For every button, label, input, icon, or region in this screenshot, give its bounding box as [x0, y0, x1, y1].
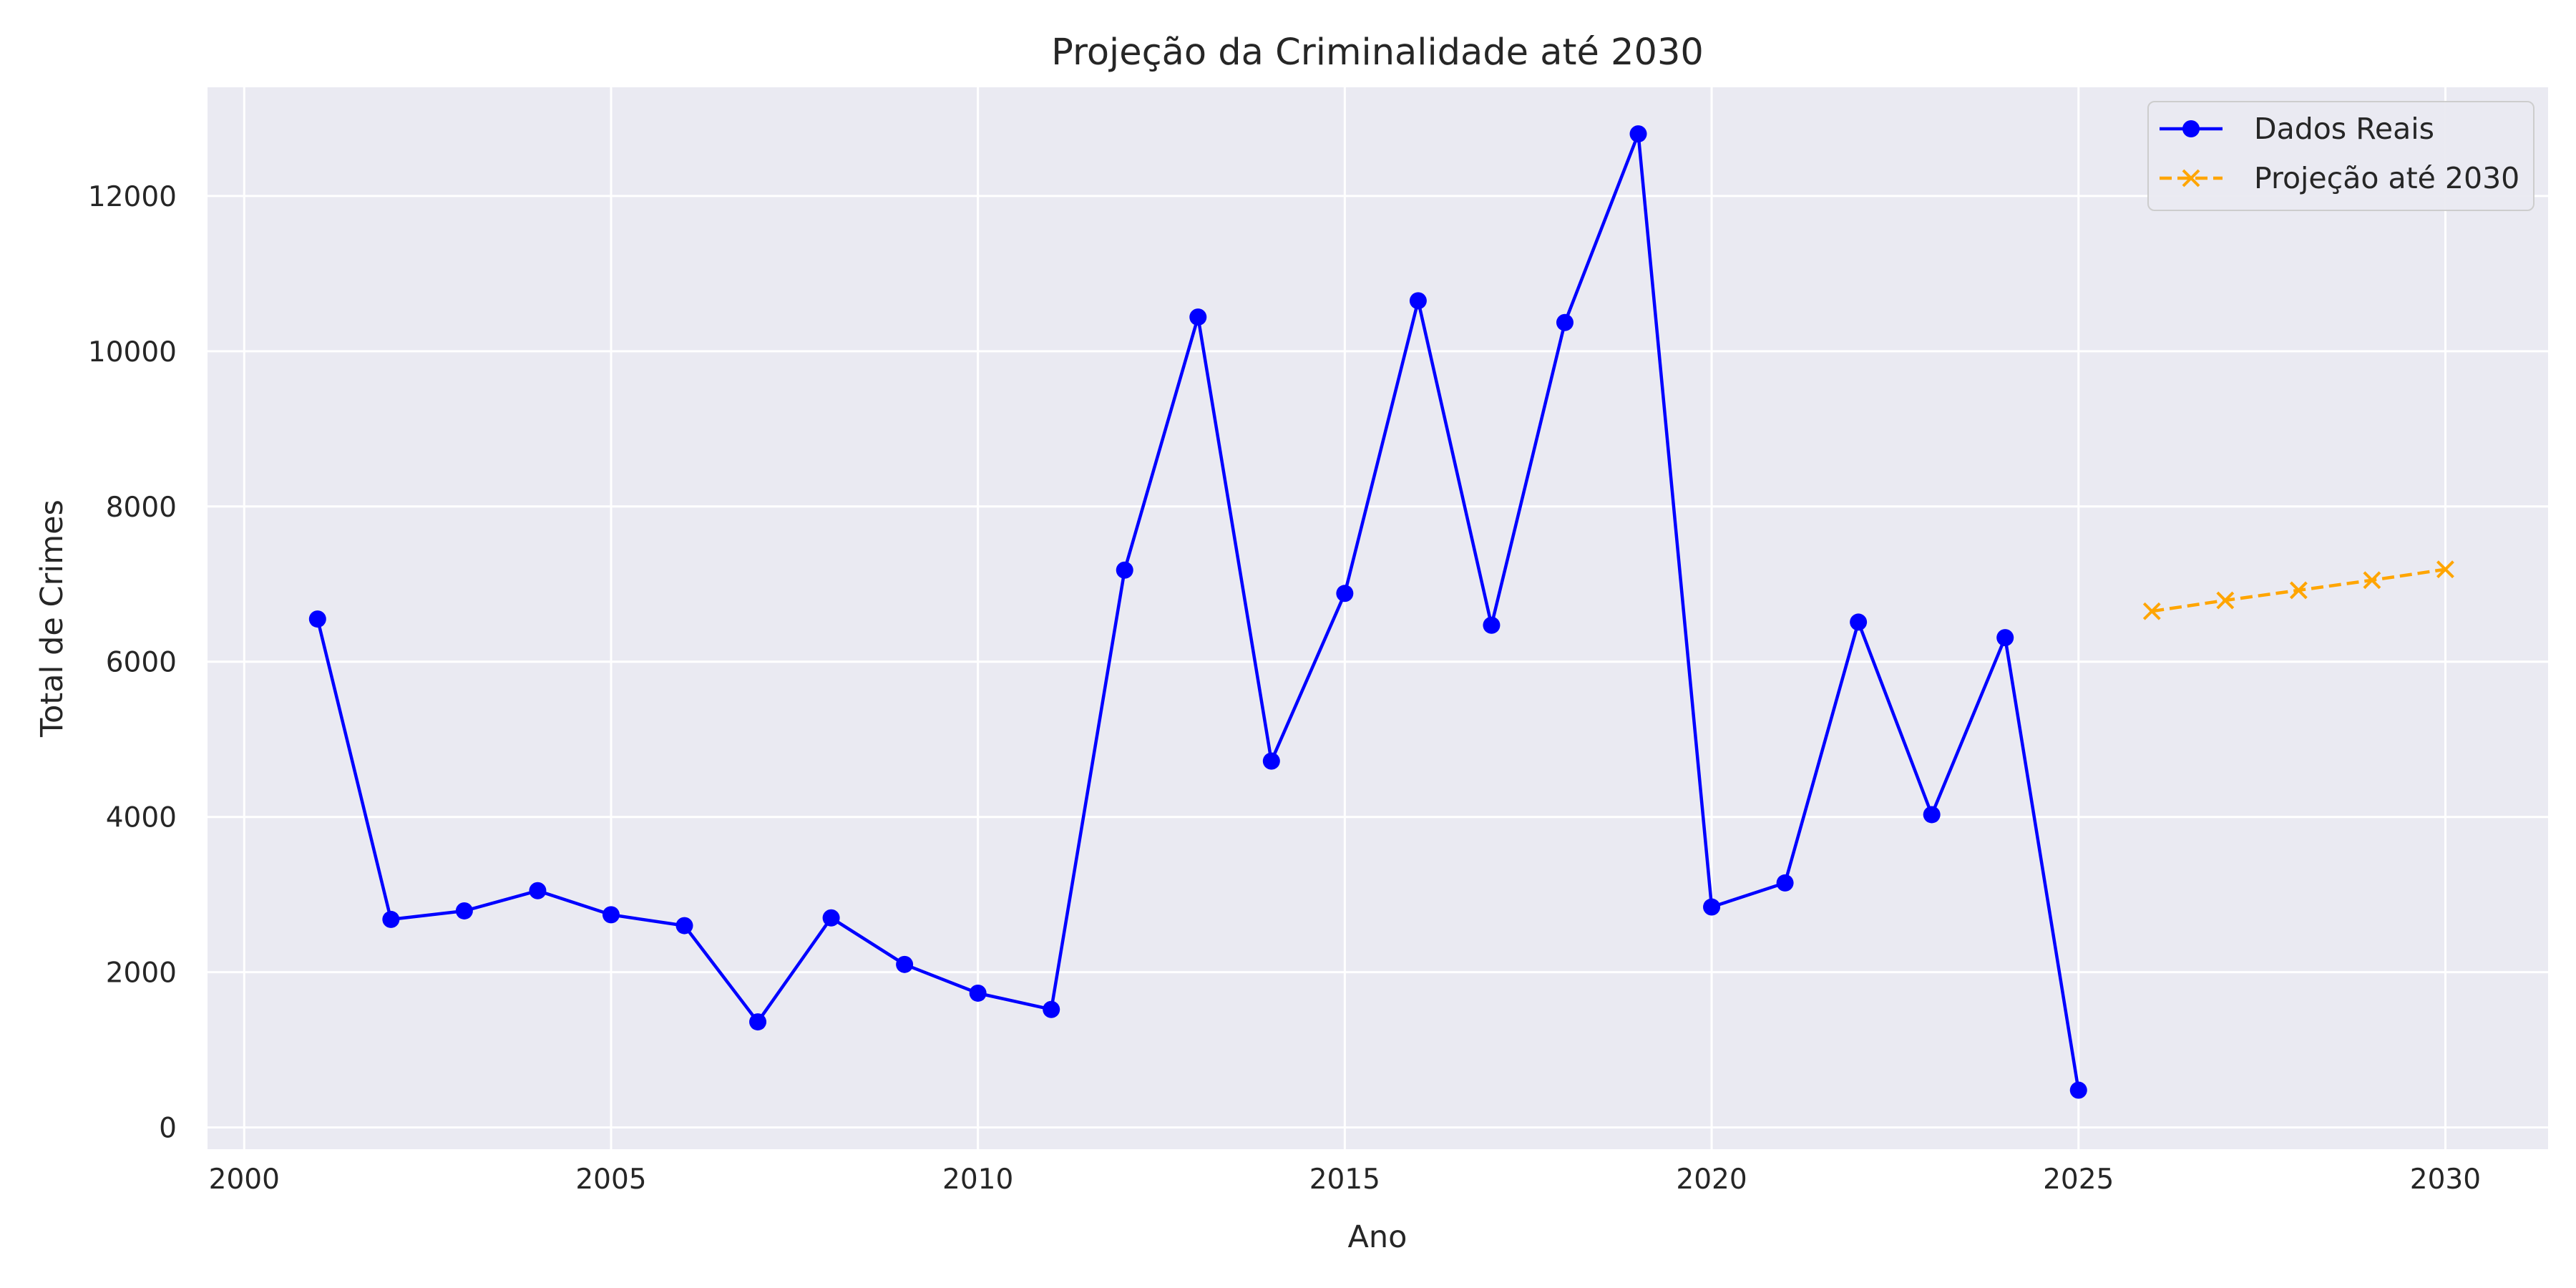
series-0-point-2024 — [1996, 629, 2014, 647]
series-0-point-2015 — [1336, 585, 1354, 602]
y-tick-label-4000: 4000 — [106, 802, 177, 834]
chart-title: Projeção da Criminalidade até 2030 — [1051, 31, 1704, 74]
x-tick-label-2025: 2025 — [2043, 1163, 2114, 1196]
x-tick-label-2020: 2020 — [1676, 1163, 1747, 1196]
series-0-point-2003 — [455, 902, 473, 919]
series-0-point-2023 — [1923, 806, 1941, 824]
y-tick-label-10000: 10000 — [88, 336, 177, 369]
data-series — [308, 125, 2454, 1099]
x-tick-label-2000: 2000 — [209, 1163, 280, 1196]
legend-label-projecao: Projeção até 2030 — [2254, 161, 2519, 195]
legend-label-dados-reais: Dados Reais — [2254, 112, 2434, 146]
series-0-point-2025 — [2069, 1081, 2087, 1099]
y-axis-ticks: 0 2000 4000 6000 8000 10000 12000 — [88, 181, 177, 1145]
series-0-point-2019 — [1629, 125, 1647, 143]
series-0-point-2013 — [1189, 308, 1207, 326]
legend-marker-projecao — [2182, 169, 2200, 187]
series-0-point-2009 — [896, 955, 914, 973]
y-tick-label-6000: 6000 — [106, 647, 177, 679]
series-0-point-2004 — [529, 882, 547, 899]
series-0-point-2018 — [1556, 313, 1574, 331]
series-1-point-2026 — [2142, 602, 2161, 620]
series-0-point-2002 — [382, 910, 400, 928]
y-tick-label-8000: 8000 — [106, 492, 177, 524]
series-0-point-2008 — [822, 909, 840, 927]
x-axis-ticks: 2000 2005 2010 2015 2020 2025 2030 — [209, 1163, 2481, 1196]
legend-marker-dados-reais — [2182, 120, 2200, 137]
series-0-point-2005 — [602, 906, 620, 924]
x-axis-label: Ano — [1348, 1219, 1407, 1255]
series-0-point-2007 — [749, 1013, 767, 1031]
series-0-point-2006 — [675, 917, 693, 935]
series-0-point-2021 — [1776, 874, 1794, 892]
series-0-point-2016 — [1409, 292, 1427, 310]
series-1-point-2030 — [2436, 560, 2454, 579]
series-0-point-2011 — [1043, 1000, 1060, 1018]
y-tick-label-2000: 2000 — [106, 957, 177, 990]
x-tick-label-2010: 2010 — [942, 1163, 1013, 1196]
x-tick-label-2030: 2030 — [2410, 1163, 2481, 1196]
series-0-point-2012 — [1116, 561, 1133, 579]
series-1-point-2028 — [2289, 581, 2308, 600]
series-0-point-2014 — [1262, 752, 1280, 770]
y-axis-label: Total de Crimes — [34, 499, 70, 738]
plot-background — [208, 87, 2548, 1149]
legend-box — [2147, 101, 2534, 211]
series-0-point-2017 — [1483, 616, 1501, 634]
legend: Dados Reais Projeção até 2030 — [2147, 101, 2534, 211]
y-tick-label-12000: 12000 — [88, 181, 177, 213]
x-tick-label-2015: 2015 — [1309, 1163, 1380, 1196]
y-tick-label-0: 0 — [159, 1113, 177, 1145]
series-0-point-2010 — [969, 984, 987, 1002]
series-1-point-2027 — [2216, 591, 2235, 610]
x-tick-label-2005: 2005 — [575, 1163, 646, 1196]
series-0-point-2001 — [308, 610, 326, 628]
series-0-point-2020 — [1703, 898, 1721, 916]
series-0-point-2022 — [1850, 613, 1868, 631]
series-1-point-2029 — [2363, 571, 2381, 590]
